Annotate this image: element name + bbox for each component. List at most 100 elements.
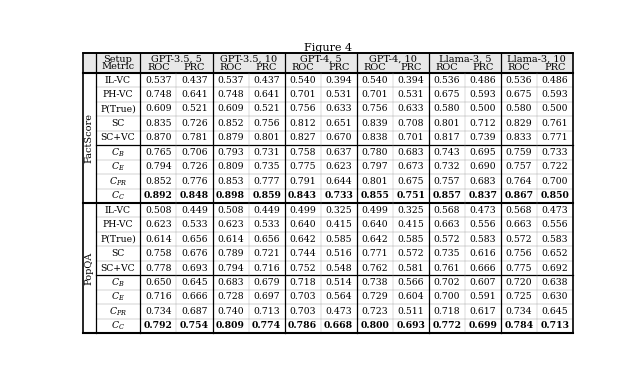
Text: 0.784: 0.784 (504, 321, 533, 331)
Text: IL-VC: IL-VC (105, 76, 131, 85)
Text: 0.732: 0.732 (433, 162, 460, 171)
Text: 0.394: 0.394 (325, 76, 352, 85)
Text: 0.499: 0.499 (289, 206, 316, 215)
Text: 0.695: 0.695 (470, 148, 496, 157)
Text: 0.756: 0.756 (506, 249, 532, 258)
Text: 0.713: 0.713 (540, 321, 570, 331)
Text: $C_B$: $C_B$ (111, 146, 125, 159)
Text: 0.775: 0.775 (289, 162, 316, 171)
Text: 0.728: 0.728 (217, 293, 244, 302)
Text: 0.536: 0.536 (506, 76, 532, 85)
Text: GPT-3.5, 5: GPT-3.5, 5 (151, 55, 202, 64)
Text: 0.772: 0.772 (432, 321, 461, 331)
Text: SC+VC: SC+VC (100, 264, 135, 273)
Text: 0.801: 0.801 (362, 177, 388, 186)
Text: 0.617: 0.617 (470, 307, 496, 316)
Text: SC: SC (111, 119, 125, 128)
Text: 0.633: 0.633 (325, 105, 352, 114)
Text: 0.652: 0.652 (541, 249, 568, 258)
Text: 0.801: 0.801 (433, 119, 460, 128)
Text: Metric: Metric (101, 62, 134, 71)
Text: 0.892: 0.892 (144, 191, 173, 200)
Text: 0.556: 0.556 (470, 220, 496, 229)
Text: 0.668: 0.668 (324, 321, 353, 331)
Text: 0.756: 0.756 (253, 119, 280, 128)
Text: 0.701: 0.701 (397, 133, 424, 143)
Text: 0.718: 0.718 (289, 278, 316, 287)
Text: 0.637: 0.637 (325, 148, 352, 157)
Text: 0.633: 0.633 (397, 105, 424, 114)
Text: 0.640: 0.640 (289, 220, 316, 229)
Text: 0.630: 0.630 (541, 293, 568, 302)
Text: ROC: ROC (435, 63, 458, 72)
Text: 0.786: 0.786 (288, 321, 317, 331)
Text: 0.679: 0.679 (253, 278, 280, 287)
Text: 0.733: 0.733 (324, 191, 353, 200)
Text: 0.734: 0.734 (145, 307, 172, 316)
Text: 0.693: 0.693 (396, 321, 425, 331)
Text: PRC: PRC (472, 63, 493, 72)
Text: Llama-3, 10: Llama-3, 10 (508, 55, 566, 64)
Text: 0.683: 0.683 (470, 177, 496, 186)
Text: $C_B$: $C_B$ (111, 276, 125, 289)
Text: 0.855: 0.855 (360, 191, 389, 200)
Text: 0.852: 0.852 (217, 119, 244, 128)
Text: 0.663: 0.663 (506, 220, 532, 229)
Text: 0.771: 0.771 (362, 249, 388, 258)
Text: 0.623: 0.623 (325, 162, 352, 171)
Text: $C_{PR}$: $C_{PR}$ (109, 175, 127, 188)
Text: 0.564: 0.564 (325, 293, 352, 302)
Text: 0.734: 0.734 (506, 307, 532, 316)
Text: 0.415: 0.415 (397, 220, 424, 229)
Text: 0.663: 0.663 (433, 220, 460, 229)
Text: 0.656: 0.656 (181, 235, 208, 244)
Text: 0.581: 0.581 (397, 264, 424, 273)
Text: 0.754: 0.754 (180, 321, 209, 331)
Text: 0.640: 0.640 (362, 220, 388, 229)
Text: 0.829: 0.829 (506, 119, 532, 128)
Text: 0.499: 0.499 (361, 206, 388, 215)
Text: 0.566: 0.566 (397, 278, 424, 287)
Text: $C_C$: $C_C$ (111, 320, 125, 332)
Text: 0.568: 0.568 (433, 206, 460, 215)
Text: 0.794: 0.794 (145, 162, 172, 171)
Text: 0.473: 0.473 (541, 206, 568, 215)
Text: 0.693: 0.693 (181, 264, 208, 273)
Text: 0.609: 0.609 (217, 105, 244, 114)
Text: $C_{PR}$: $C_{PR}$ (109, 305, 127, 318)
Text: Figure 4: Figure 4 (304, 43, 352, 53)
Text: 0.585: 0.585 (397, 235, 424, 244)
Text: 0.486: 0.486 (541, 76, 568, 85)
Text: 0.675: 0.675 (397, 177, 424, 186)
Text: ROC: ROC (291, 63, 314, 72)
Text: 0.809: 0.809 (216, 321, 245, 331)
Text: 0.879: 0.879 (217, 133, 244, 143)
Text: 0.765: 0.765 (145, 148, 172, 157)
Text: 0.700: 0.700 (433, 293, 460, 302)
Text: 0.812: 0.812 (289, 119, 316, 128)
Text: 0.650: 0.650 (145, 278, 172, 287)
Text: 0.759: 0.759 (506, 148, 532, 157)
Text: PRC: PRC (544, 63, 566, 72)
Text: 0.771: 0.771 (541, 133, 568, 143)
Text: Setup: Setup (104, 55, 132, 64)
Text: 0.752: 0.752 (289, 264, 316, 273)
Bar (83, 53, 573, 73)
Text: PH-VC: PH-VC (103, 90, 133, 99)
Text: 0.642: 0.642 (362, 235, 388, 244)
Text: 0.718: 0.718 (433, 307, 460, 316)
Text: ROC: ROC (508, 63, 530, 72)
Text: 0.761: 0.761 (541, 119, 568, 128)
Text: 0.726: 0.726 (181, 119, 208, 128)
Text: 0.609: 0.609 (145, 105, 172, 114)
Text: ROC: ROC (220, 63, 242, 72)
Text: 0.508: 0.508 (218, 206, 244, 215)
Text: 0.726: 0.726 (181, 162, 208, 171)
Text: 0.616: 0.616 (470, 249, 496, 258)
Text: 0.722: 0.722 (541, 162, 568, 171)
Text: 0.540: 0.540 (289, 76, 316, 85)
Text: 0.762: 0.762 (362, 264, 388, 273)
Text: 0.623: 0.623 (217, 220, 244, 229)
Text: 0.692: 0.692 (541, 264, 568, 273)
Text: 0.623: 0.623 (145, 220, 172, 229)
